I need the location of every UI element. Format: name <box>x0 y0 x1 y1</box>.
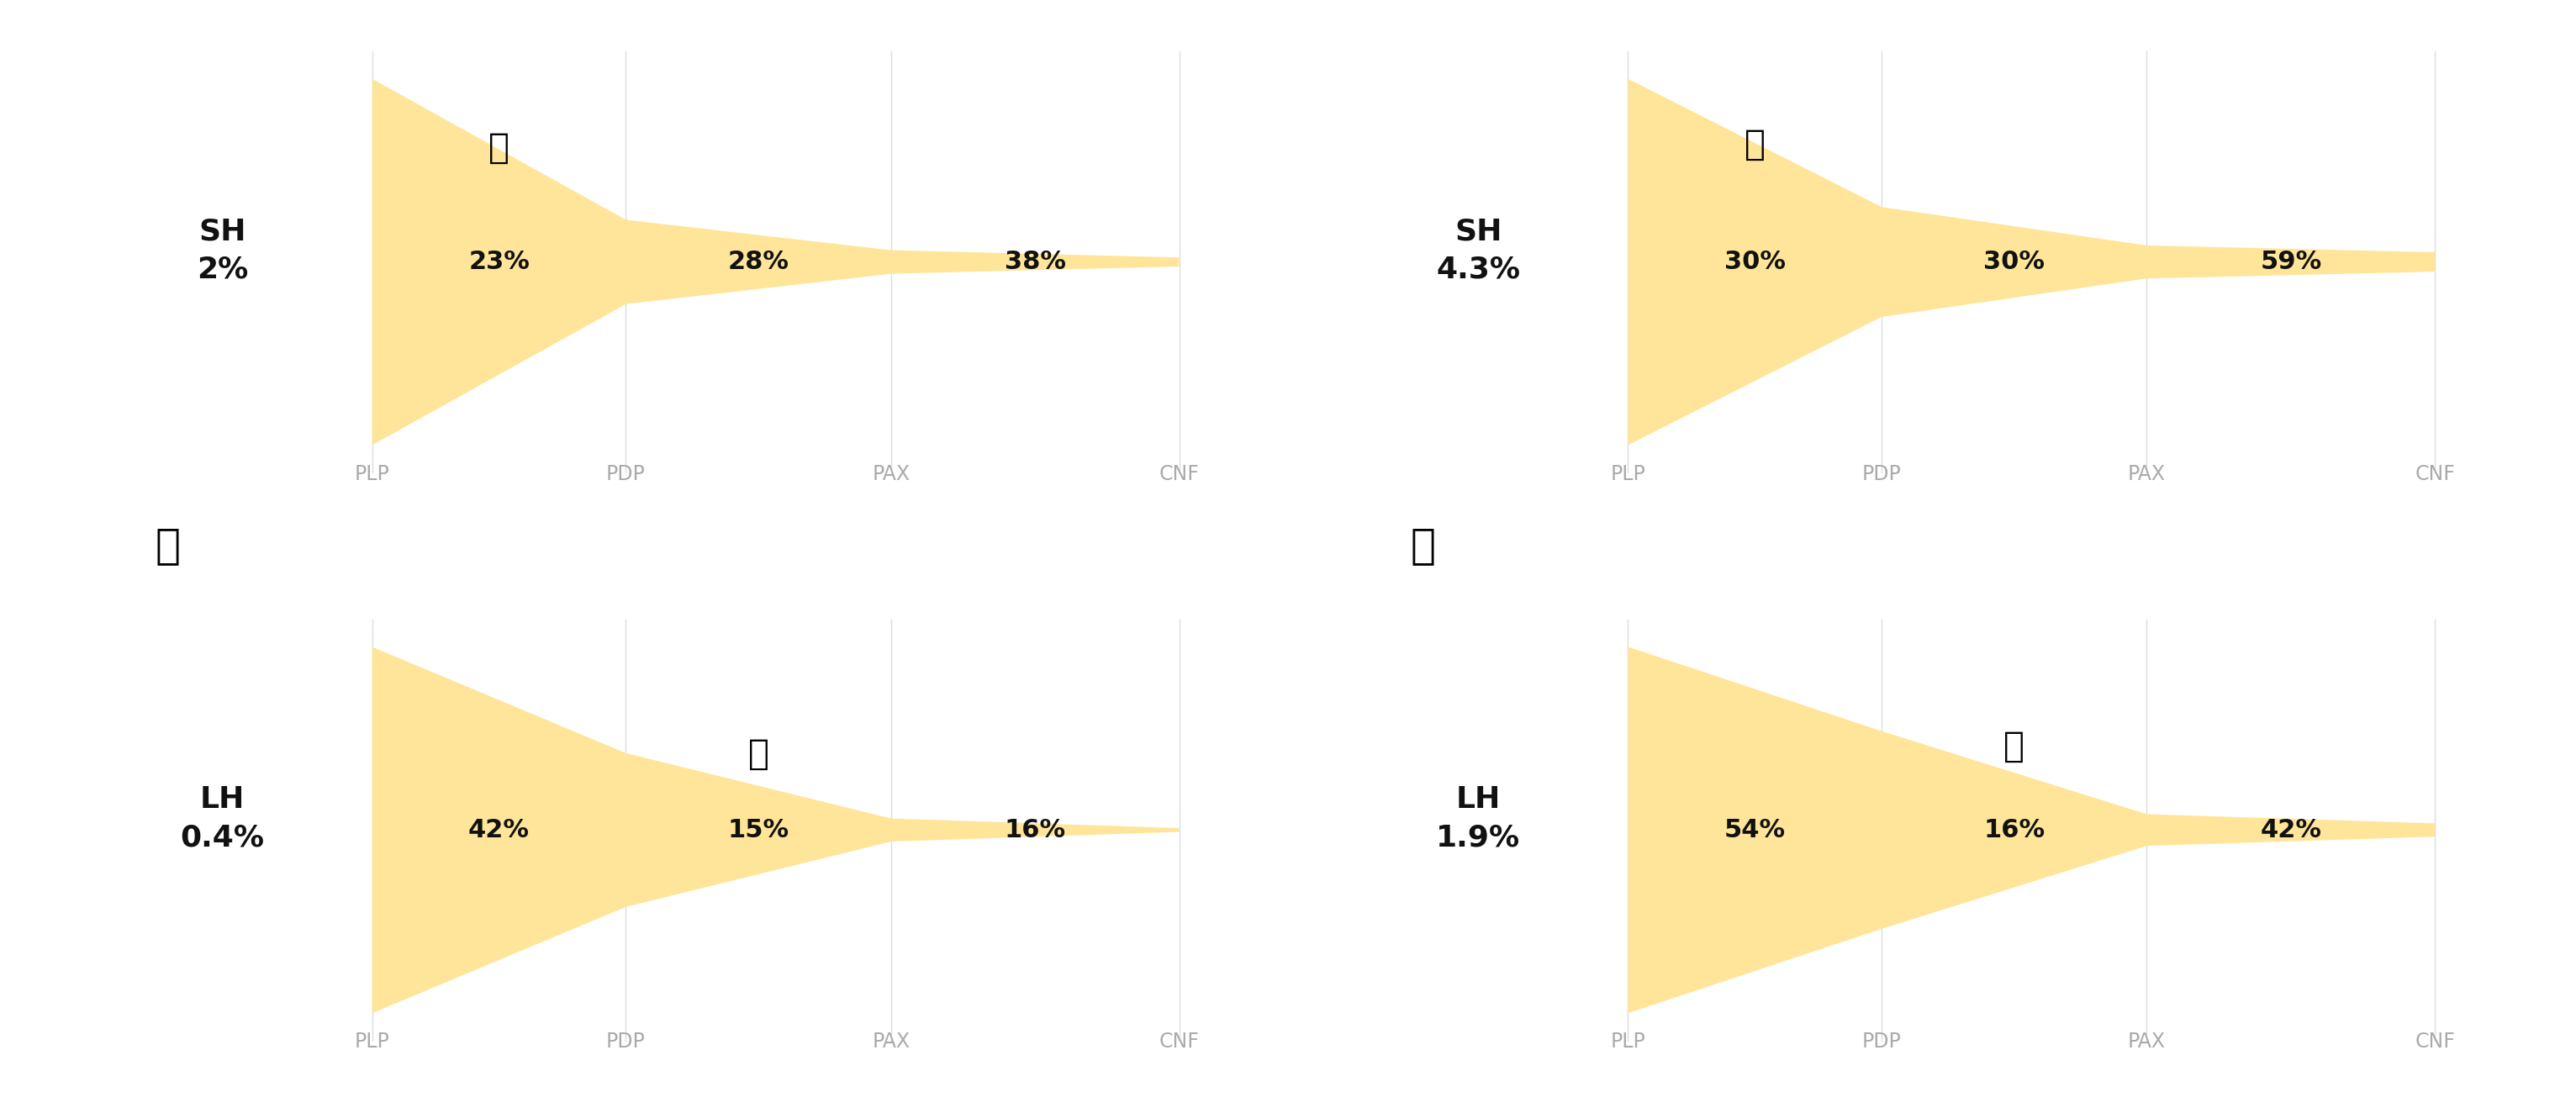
Text: 28%: 28% <box>726 249 788 275</box>
Text: 16%: 16% <box>1984 817 2045 843</box>
Text: 42%: 42% <box>469 817 531 843</box>
Text: 30%: 30% <box>1723 249 1785 275</box>
Text: SH
2%: SH 2% <box>196 217 247 283</box>
Text: PAX: PAX <box>2128 463 2166 484</box>
Text: PLP: PLP <box>1610 1031 1646 1052</box>
Text: 🔥: 🔥 <box>1744 127 1765 162</box>
Text: 🔥: 🔥 <box>2004 729 2025 764</box>
Text: 42%: 42% <box>2259 817 2321 843</box>
Text: PDP: PDP <box>605 1031 647 1052</box>
Polygon shape <box>1628 646 2434 1013</box>
Polygon shape <box>374 79 1180 445</box>
Text: 23%: 23% <box>469 249 531 275</box>
Text: 16%: 16% <box>1005 817 1066 843</box>
Polygon shape <box>1628 79 2434 445</box>
Text: 38%: 38% <box>1005 249 1066 275</box>
Text: PLP: PLP <box>355 1031 389 1052</box>
Text: PLP: PLP <box>1610 463 1646 484</box>
Text: 🔥: 🔥 <box>747 736 768 771</box>
Text: 30%: 30% <box>1984 249 2045 275</box>
Text: PAX: PAX <box>2128 1031 2166 1052</box>
Text: LH
0.4%: LH 0.4% <box>180 785 265 852</box>
Text: 15%: 15% <box>726 817 788 843</box>
Text: 59%: 59% <box>2259 249 2321 275</box>
Text: SH
4.3%: SH 4.3% <box>1437 217 1520 283</box>
Text: PDP: PDP <box>1862 1031 1901 1052</box>
Text: CNF: CNF <box>2414 1031 2455 1052</box>
Text: CNF: CNF <box>2414 463 2455 484</box>
Text: CNF: CNF <box>1159 463 1200 484</box>
Polygon shape <box>374 646 1180 1013</box>
Text: 54%: 54% <box>1723 817 1785 843</box>
Text: LH
1.9%: LH 1.9% <box>1435 785 1520 852</box>
Text: PDP: PDP <box>1862 463 1901 484</box>
Text: 🔥: 🔥 <box>489 130 510 165</box>
Text: PDP: PDP <box>605 463 647 484</box>
Text: CNF: CNF <box>1159 1031 1200 1052</box>
Text: PAX: PAX <box>873 463 909 484</box>
Text: PAX: PAX <box>873 1031 909 1052</box>
Text: PLP: PLP <box>355 463 389 484</box>
Text: 📱: 📱 <box>155 526 180 566</box>
Text: 🖥: 🖥 <box>1412 526 1435 566</box>
